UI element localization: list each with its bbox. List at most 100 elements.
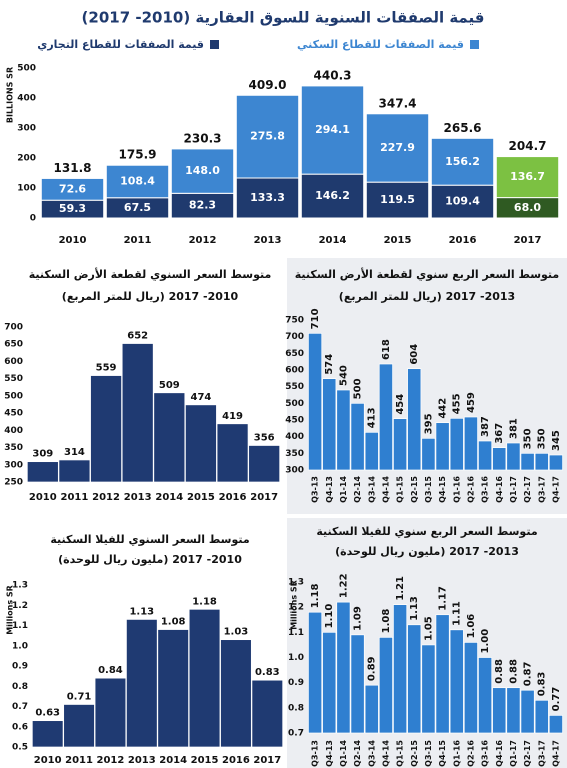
x-tick-label: Q1-14 <box>339 476 348 503</box>
bar <box>63 704 95 748</box>
data-label: 350 <box>537 428 548 449</box>
x-tick-label: Q1-16 <box>452 740 461 767</box>
data-label: 540 <box>338 365 349 386</box>
total-label: 347.4 <box>379 96 417 110</box>
total-label: 409.0 <box>249 78 287 92</box>
data-label: 119.5 <box>380 193 415 206</box>
x-tick-label: Q4-16 <box>495 740 504 767</box>
x-tick-label: 2011 <box>61 492 89 503</box>
x-tick-label: 2014 <box>155 492 183 503</box>
data-label: 474 <box>191 392 212 403</box>
x-tick-label: 2016 <box>219 492 247 503</box>
bar <box>322 378 337 471</box>
data-label: 604 <box>409 344 420 365</box>
y-tick-label: 350 <box>285 449 304 459</box>
total-label: 440.3 <box>314 68 352 82</box>
data-label: 314 <box>64 447 85 458</box>
x-tick-label: Q4-15 <box>438 476 447 503</box>
bar-segment <box>170 148 235 194</box>
y-tick-label: 550 <box>285 382 304 392</box>
bar <box>336 601 351 734</box>
data-label: 1.22 <box>338 573 349 598</box>
data-label: 1.13 <box>129 606 154 617</box>
data-label: 309 <box>32 449 53 460</box>
y-tick-label: 400 <box>285 432 304 442</box>
data-label: 559 <box>96 363 117 374</box>
y-tick-label: 1.0 <box>12 641 28 651</box>
data-label: 109.4 <box>445 195 480 208</box>
bar <box>185 404 217 483</box>
data-label: 574 <box>324 354 335 375</box>
x-tick-label: Q2-16 <box>466 740 475 767</box>
bar <box>157 629 189 748</box>
x-tick-label: Q3-17 <box>537 476 546 503</box>
bar <box>548 715 563 734</box>
y-tick-label: 300 <box>285 466 304 476</box>
data-label: 500 <box>353 378 364 399</box>
y-tick-label: 100 <box>17 184 36 194</box>
bar <box>378 363 393 471</box>
chart-title: متوسط السعر الربع سنوي للفيلا السكنية <box>316 525 537 538</box>
y-tick-label: 650 <box>4 340 23 350</box>
bar-segment <box>40 177 105 201</box>
bar <box>350 634 365 734</box>
bar <box>126 619 158 748</box>
bar <box>393 418 408 471</box>
data-label: 345 <box>551 430 562 451</box>
x-tick-label: 2012 <box>92 492 120 503</box>
y-tick-label: 1.0 <box>288 653 304 663</box>
y-tick-label: 1.1 <box>288 628 304 638</box>
y-tick-label: 450 <box>285 416 304 426</box>
x-tick-label: 2011 <box>65 755 93 766</box>
data-label: 0.77 <box>551 687 562 712</box>
legend-swatch <box>210 40 219 49</box>
data-label: 0.84 <box>98 665 123 676</box>
total-label: 204.7 <box>509 139 547 153</box>
data-label: 652 <box>127 331 148 342</box>
chart-subtitle: (ريال للمتر المربع) 2010- 2017 <box>62 290 239 303</box>
y-tick-label: 300 <box>17 124 36 134</box>
data-label: 0.63 <box>35 708 60 719</box>
bar <box>350 402 365 471</box>
x-tick-label: 2013 <box>254 235 282 246</box>
chart-title: متوسط السعر الربع سنوي لقطعة الأرض السكن… <box>295 267 559 281</box>
legend-label: قيمة الصفقات للقطاع التجاري <box>37 38 204 51</box>
x-tick-label: Q1-15 <box>396 476 405 503</box>
x-tick-label: 2015 <box>187 492 215 503</box>
data-label: 108.4 <box>120 174 155 187</box>
chart-title: متوسط السعر السنوي لقطعة الأرض السكنية <box>29 267 272 281</box>
chart-subtitle: (مليون ريال للوحدة) 2010- 2017 <box>58 553 242 566</box>
x-tick-label: Q4-14 <box>381 740 390 767</box>
bar <box>506 442 521 471</box>
y-tick-label: 400 <box>4 426 23 436</box>
x-tick-label: 2011 <box>124 235 152 246</box>
bar <box>364 431 379 471</box>
chart-title: قيمة الصفقات السنوية للسوق العقارية (201… <box>82 9 485 27</box>
data-label: 275.8 <box>250 130 285 143</box>
bar-segment <box>170 192 235 219</box>
x-tick-label: Q3-16 <box>481 740 490 767</box>
total-label: 230.3 <box>184 131 222 145</box>
bar <box>435 422 450 471</box>
data-label: 1.21 <box>395 576 406 601</box>
data-label: 227.9 <box>380 141 415 154</box>
bar <box>336 389 351 471</box>
x-tick-label: Q1-14 <box>339 740 348 767</box>
bar <box>492 687 507 734</box>
data-label: 442 <box>438 398 449 419</box>
data-label: 1.11 <box>452 601 463 626</box>
data-label: 381 <box>508 418 519 439</box>
y-tick-label: 1.2 <box>288 603 304 613</box>
x-tick-label: Q3-17 <box>537 740 546 767</box>
data-label: 710 <box>310 308 321 329</box>
y-axis-label: BILLIONS SR <box>6 67 15 123</box>
x-tick-label: 2016 <box>222 755 250 766</box>
data-label: 350 <box>523 428 534 449</box>
bar-segment <box>495 156 560 199</box>
x-tick-label: 2010 <box>34 755 62 766</box>
bar-segment <box>430 184 495 219</box>
y-tick-label: 1.2 <box>12 601 28 611</box>
x-tick-label: Q2-15 <box>410 476 419 503</box>
data-label: 156.2 <box>445 155 480 168</box>
